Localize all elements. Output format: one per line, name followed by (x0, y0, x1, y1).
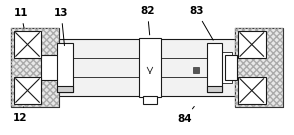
Bar (11, 28, 59, 107)
Text: 11: 11 (14, 8, 28, 28)
Bar (57, 86, 73, 92)
Bar (13, 39, 281, 96)
Bar (223, 52, 232, 83)
Bar (14, 77, 41, 104)
Bar (225, 55, 237, 80)
Bar (57, 43, 73, 92)
Bar (207, 86, 223, 92)
Text: 84: 84 (177, 106, 194, 124)
Bar (235, 28, 283, 107)
Bar (235, 28, 283, 107)
Text: 83: 83 (189, 6, 213, 40)
Bar (207, 43, 223, 92)
Bar (193, 67, 199, 73)
Bar (238, 77, 265, 104)
Bar (238, 31, 265, 58)
Text: 82: 82 (140, 6, 155, 35)
Bar (11, 28, 59, 107)
Bar (41, 55, 59, 80)
Text: 13: 13 (54, 8, 69, 46)
Text: 12: 12 (13, 107, 27, 123)
Bar (14, 31, 41, 58)
Bar (139, 38, 161, 97)
Bar (143, 96, 157, 104)
